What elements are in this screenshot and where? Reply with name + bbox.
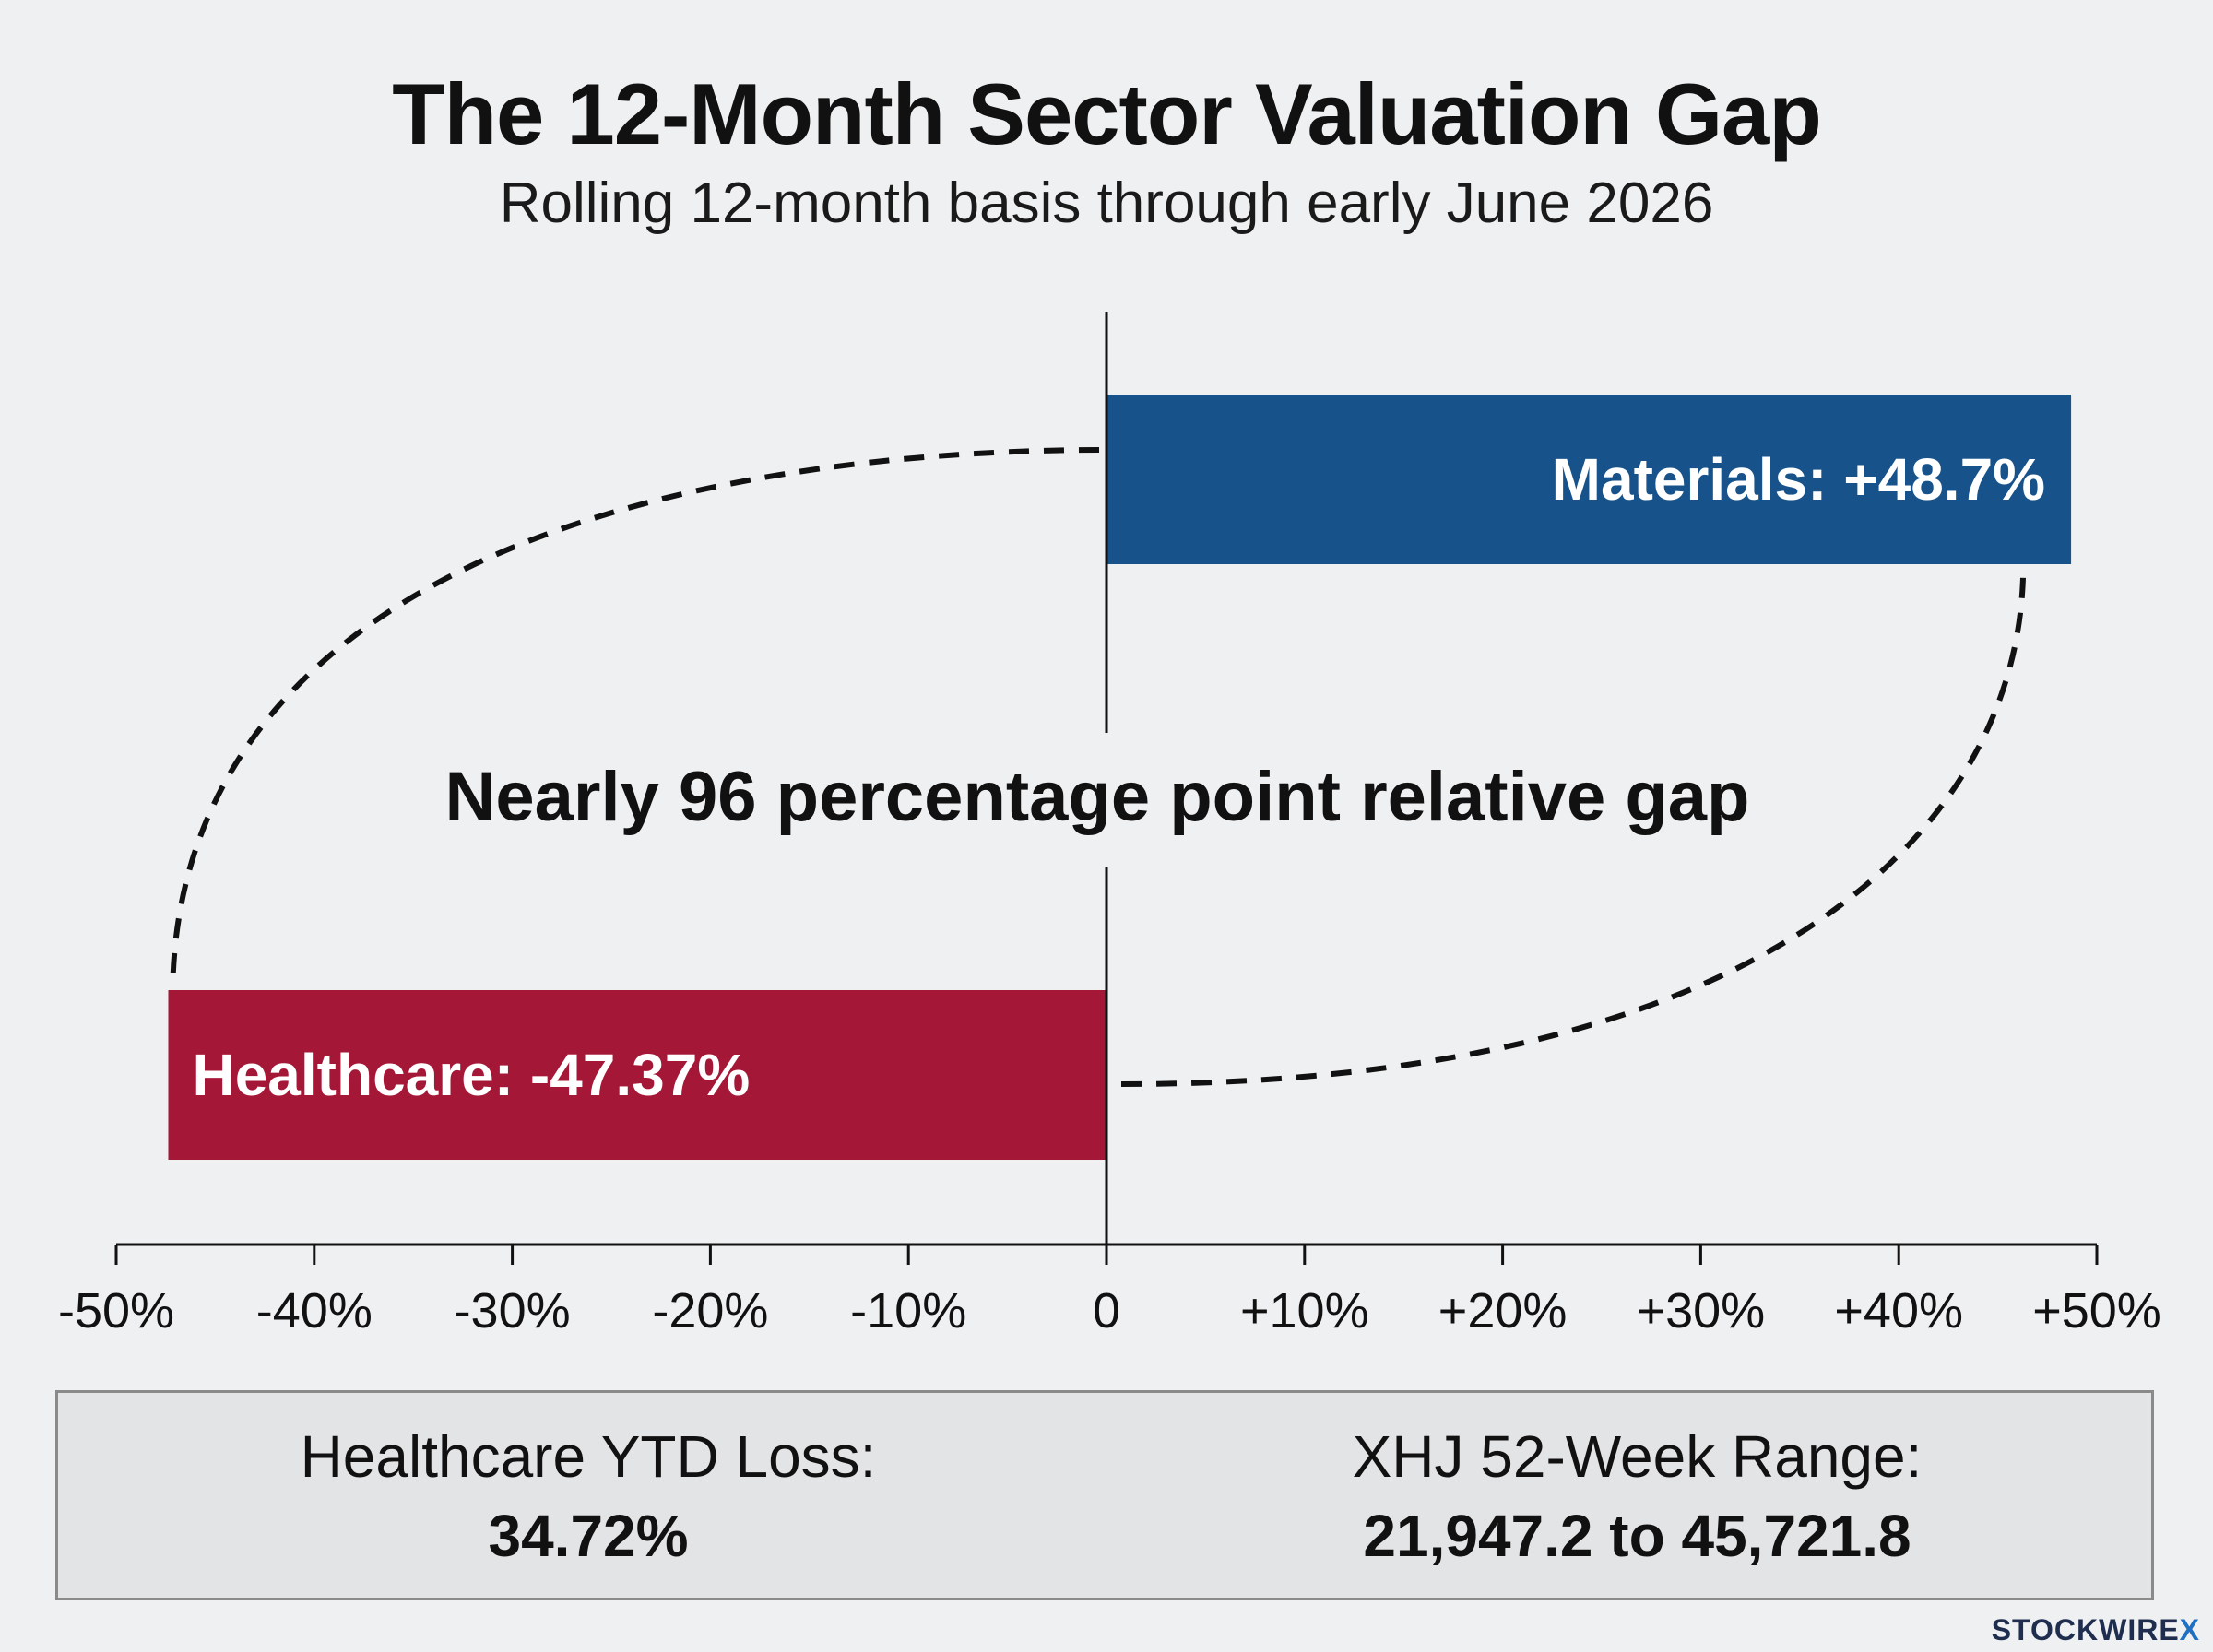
gap-annotation: Nearly 96 percentage point relative gap [445,758,1750,836]
healthcare-ytd-value: 34.72% [488,1503,689,1569]
x-tick-label: 0 [1093,1283,1120,1339]
bar-label-healthcare: Healthcare: -47.37% [192,1042,750,1108]
bar-healthcare [168,990,1106,1160]
chart-title: The 12-Month Sector Valuation Gap [392,65,1822,162]
x-axis: -50% -40% -30% -20% -10% 0 +10% +20% +30% +40% +50… [58,312,2161,1339]
connector-upper [170,447,1100,980]
xhj-range-stat: XHJ 52-Week Range: 21,947.2 to 45,721.8 [1118,1417,2156,1575]
x-tick-label: -20% [652,1283,768,1339]
annotation-layer: Nearly 96 percentage point relative gap [445,758,1750,836]
x-tick-label: -50% [58,1283,174,1339]
x-tick-label: +10% [1240,1283,1369,1339]
gap-connector [170,447,2027,1087]
x-tick-label: -10% [850,1283,966,1339]
xhj-range-label: XHJ 52-Week Range: [1352,1423,1923,1490]
brand-mark: X [2179,1613,2200,1646]
x-tick-label: -30% [455,1283,571,1339]
chart-subtitle: Rolling 12-month basis through early Jun… [499,171,1714,235]
brand-name: STOCKWIRE [1991,1613,2180,1646]
bar-label-materials: Materials: +48.7% [1552,446,2045,513]
x-tick-label: +20% [1438,1283,1568,1339]
stats-box: Healthcare YTD Loss: 34.72% XHJ 52-Week … [55,1390,2154,1600]
x-tick-label: -40% [256,1283,373,1339]
healthcare-ytd-label: Healthcare YTD Loss: [300,1423,877,1490]
x-tick-label: +40% [1834,1283,1963,1339]
x-tick-label: +30% [1637,1283,1766,1339]
bar-materials [1106,395,2072,564]
xhj-range-value: 21,947.2 to 45,721.8 [1363,1503,1911,1569]
x-tick-label: +50% [2032,1283,2161,1339]
bar-layer: Materials: +48.7% Healthcare: -47.37% [168,395,2072,1160]
brand-logo: STOCKWIREX [1992,1613,2200,1647]
connector-lower [1120,574,2027,1087]
bar-chart: Materials: +48.7% Healthcare: -47.37% -50… [58,312,2161,1339]
healthcare-ytd-stat: Healthcare YTD Loss: 34.72% [58,1417,1118,1575]
